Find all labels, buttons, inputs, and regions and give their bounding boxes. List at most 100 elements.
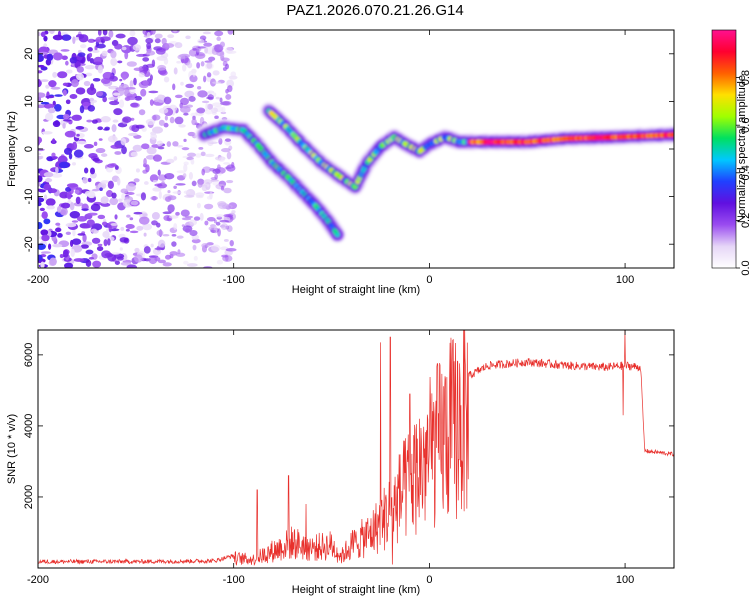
ridge-core [671, 132, 674, 138]
noise-blob [203, 75, 207, 83]
noise-blob [97, 30, 102, 36]
noise-blob [62, 82, 69, 87]
noise-blob [133, 67, 144, 71]
noise-blob [48, 188, 58, 194]
noise-blob [96, 246, 104, 252]
noise-blob [206, 195, 212, 200]
noise-blob [162, 262, 172, 267]
noise-blob [150, 196, 158, 201]
noise-blob [163, 122, 169, 128]
noise-blob [219, 219, 230, 223]
noise-blob [95, 43, 106, 49]
noise-blob [76, 140, 87, 145]
noise-blob [43, 35, 48, 42]
noise-blob [226, 79, 235, 88]
noise-blob [45, 112, 54, 121]
noise-blob [43, 172, 54, 178]
noise-blob [155, 48, 166, 55]
noise-blob [125, 228, 130, 232]
noise-blob [206, 62, 213, 69]
noise-blob [98, 181, 107, 190]
noise-blob [86, 86, 97, 96]
noise-blob [117, 198, 123, 202]
noise-blob [102, 96, 107, 103]
noise-blob [162, 211, 172, 215]
noise-blob [184, 194, 195, 198]
noise-blob [140, 88, 147, 97]
noise-blob [215, 221, 221, 226]
noise-blob [121, 46, 127, 51]
noise-blob [40, 31, 46, 38]
noise-blob [98, 138, 103, 141]
noise-blob [180, 81, 184, 86]
noise-blob [220, 185, 225, 191]
noise-blob [119, 247, 123, 251]
snr-xtick-label: 100 [616, 574, 634, 586]
snr-ylabel: SNR (10 * v/v) [6, 414, 18, 484]
noise-blob [52, 120, 61, 128]
noise-blob [154, 33, 163, 39]
noise-blob [149, 99, 154, 106]
noise-blob [38, 221, 43, 229]
noise-blob [120, 226, 125, 231]
colorbar-tick-label: 0.8 [740, 70, 750, 85]
noise-blob [78, 34, 89, 43]
noise-blob [59, 253, 64, 259]
noise-blob [117, 60, 123, 64]
noise-blob [187, 62, 193, 69]
colorbar-tick-label: 0.6 [740, 118, 750, 133]
noise-blob [62, 122, 66, 129]
noise-blob [174, 42, 183, 49]
noise-blob [157, 169, 161, 176]
noise-blob [228, 75, 238, 80]
noise-blob [126, 61, 137, 67]
noise-blob [110, 222, 118, 226]
spectrogram-ytick-label: 20 [23, 48, 35, 60]
noise-blob [163, 76, 170, 83]
noise-blob [206, 217, 216, 222]
noise-blob [109, 100, 120, 106]
noise-blob [38, 96, 42, 103]
noise-blob [38, 155, 43, 160]
snr-ytick-label: 6000 [23, 343, 35, 367]
noise-blob [38, 64, 45, 68]
noise-blob [172, 141, 179, 147]
noise-blob [40, 261, 45, 268]
noise-blob [39, 207, 45, 212]
noise-blob [217, 228, 221, 237]
noise-blob [113, 108, 123, 116]
noise-blob [64, 262, 74, 268]
noise-blob [223, 162, 230, 165]
noise-blob [189, 229, 198, 237]
noise-blob [223, 213, 234, 218]
noise-blob [193, 216, 201, 221]
noise-blob [111, 124, 117, 133]
noise-blob [56, 206, 62, 213]
noise-blob [88, 153, 98, 159]
noise-blob [200, 61, 205, 67]
noise-blob [143, 246, 151, 254]
noise-blob [189, 74, 198, 83]
noise-blob [148, 255, 159, 258]
noise-blob [158, 190, 162, 199]
noise-blob [43, 103, 55, 109]
noise-blob [38, 197, 45, 203]
noise-blob [143, 181, 149, 185]
noise-blob [176, 235, 184, 239]
noise-blob [69, 210, 81, 219]
noise-blob [66, 191, 72, 200]
noise-blob [204, 60, 213, 63]
noise-blob [221, 204, 233, 209]
noise-blob [116, 177, 121, 186]
snr-xtick-label: -200 [27, 574, 49, 586]
noise-blob [122, 199, 133, 208]
noise-blob [41, 234, 50, 242]
noise-blob [73, 149, 84, 158]
noise-blob [223, 187, 232, 194]
snr-xtick-label: 0 [426, 574, 432, 586]
noise-blob [148, 255, 158, 265]
noise-blob [225, 46, 234, 54]
noise-blob [133, 178, 140, 183]
noise-blob [83, 80, 91, 87]
noise-blob [207, 103, 214, 110]
